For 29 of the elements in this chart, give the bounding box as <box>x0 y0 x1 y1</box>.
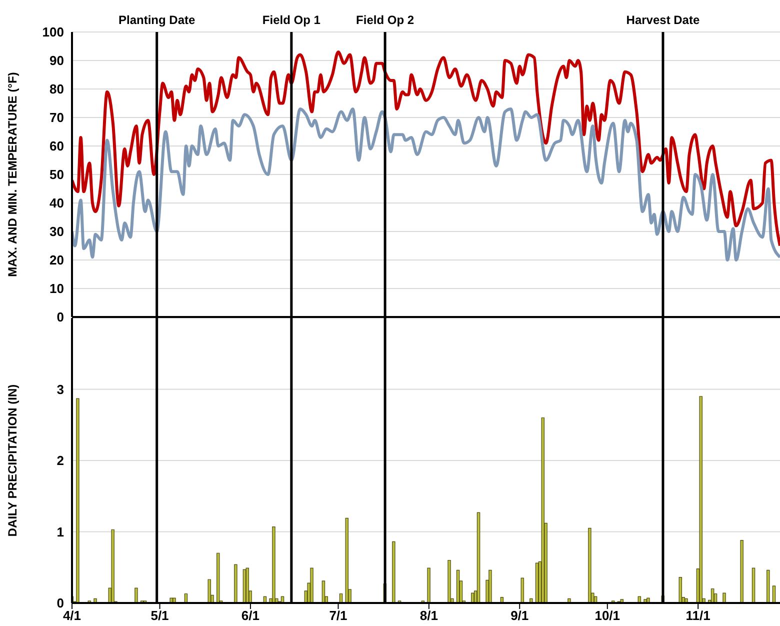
y-tick-label: 2 <box>56 453 64 468</box>
y-tick-label: 80 <box>50 82 64 97</box>
ref-line-label: Field Op 2 <box>356 13 414 27</box>
y-tick-label: 60 <box>50 138 64 154</box>
y-tick-label: 1 <box>56 524 64 540</box>
x-tick-label: 10/1 <box>594 608 620 624</box>
y-tick-label: 40 <box>50 196 64 211</box>
x-tick-label: 7/1 <box>329 608 348 624</box>
y-tick-label: 0 <box>56 310 64 325</box>
y-tick-label: 20 <box>50 252 64 268</box>
y-tick-label: 0 <box>56 596 64 611</box>
ref-line-label: Harvest Date <box>626 13 700 27</box>
y-tick-label: 10 <box>50 281 64 296</box>
x-tick-label: 11/1 <box>686 608 710 624</box>
x-tick-label: 5/1 <box>150 608 169 624</box>
y-axis-title: MAX. AND MIN. TEMPERATURE (°F) <box>5 72 20 277</box>
ref-line-label: Field Op 1 <box>262 13 321 27</box>
x-tick-label: 6/1 <box>241 608 260 624</box>
x-tick-label: 4/1 <box>62 608 82 624</box>
y-tick-label: 30 <box>50 224 64 240</box>
x-tick-label: 8/1 <box>420 608 438 624</box>
y-axis-title: DAILY PRECIPITATION (IN) <box>5 384 20 537</box>
x-tick-label: 9/1 <box>510 608 529 624</box>
y-tick-label: 100 <box>42 24 64 40</box>
y-tick-label: 50 <box>50 167 64 182</box>
y-tick-label: 3 <box>56 382 64 397</box>
ref-line-label: Planting Date <box>118 13 196 27</box>
y-tick-label: 90 <box>50 53 64 68</box>
y-tick-label: 70 <box>50 110 64 126</box>
